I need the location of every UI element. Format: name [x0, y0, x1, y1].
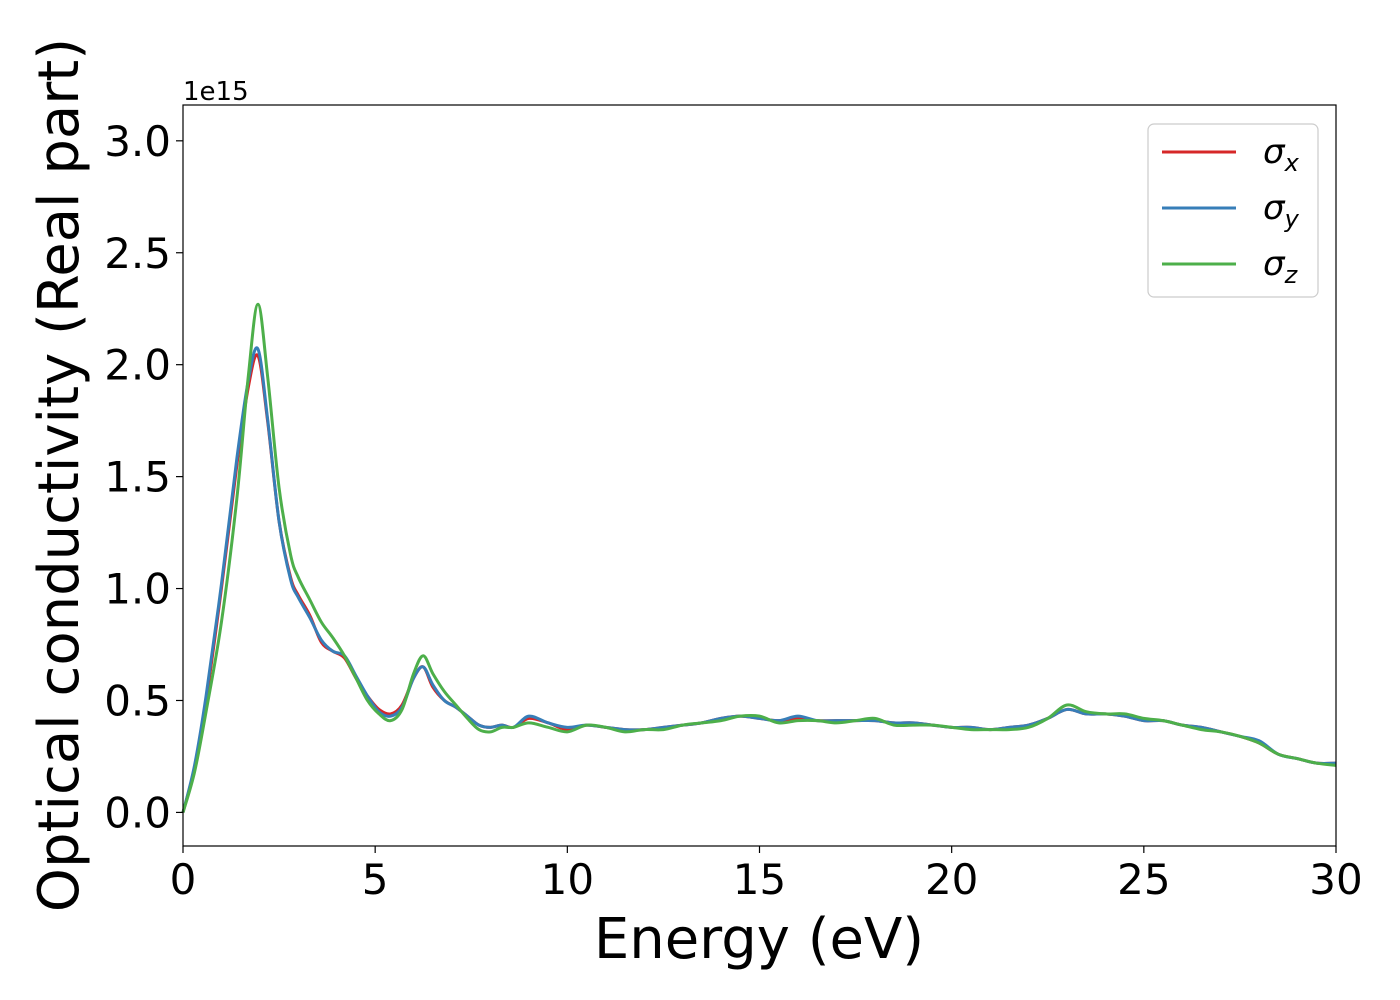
y-tick-label: 1.5 [104, 453, 171, 502]
series-line-x [181, 353, 1337, 813]
x-tick-label: 25 [1117, 855, 1170, 904]
y-tick-label: 2.5 [104, 229, 171, 278]
y-tick-label: 0.5 [104, 676, 171, 725]
y-axis-ticks: 0.0 0.5 1.0 1.5 2.0 2.5 3.0 [104, 117, 183, 837]
series-line-z [181, 302, 1337, 813]
x-axis-label: Energy (eV) [594, 907, 924, 972]
y-tick-label: 2.0 [104, 341, 171, 390]
legend-box [1147, 123, 1319, 298]
x-tick-label: 5 [362, 855, 389, 904]
x-tick-label: 10 [541, 855, 594, 904]
y-offset-label: 1e15 [183, 77, 249, 107]
y-tick-label: 3.0 [104, 117, 171, 166]
x-tick-label: 30 [1309, 855, 1362, 904]
series-layer [181, 302, 1337, 813]
x-axis-ticks: 0 5 10 15 20 25 30 [170, 846, 1363, 904]
legend-label-y: σy [1263, 188, 1300, 233]
series-line-y [181, 346, 1337, 813]
x-tick-label: 20 [925, 855, 978, 904]
legend-label-x: σx [1263, 132, 1300, 177]
legend-label-z: σz [1263, 244, 1299, 289]
y-tick-label: 1.0 [104, 565, 171, 614]
x-tick-label: 15 [733, 855, 786, 904]
legend: σx σy σz [1147, 123, 1319, 298]
y-tick-label: 0.0 [104, 788, 171, 837]
x-tick-label: 0 [170, 855, 197, 904]
y-axis-label: Optical conductivity (Real part) [27, 38, 92, 912]
